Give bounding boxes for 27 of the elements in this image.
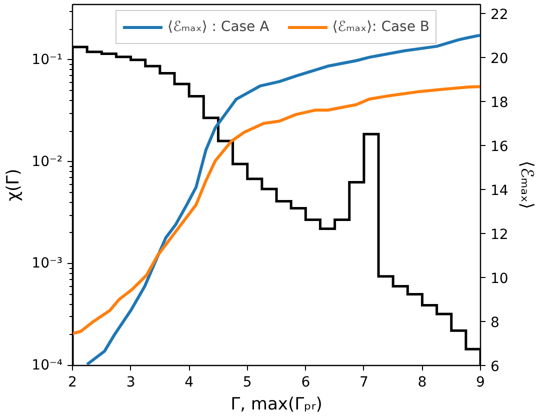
y-axis-title: χ(Γ) — [4, 168, 24, 202]
y2-tick-label: 20 — [490, 50, 508, 67]
y2-tick-label: 6 — [490, 359, 500, 375]
x-tick-label: 6 — [301, 374, 310, 390]
y-tick-label: 10⁻² — [32, 154, 63, 170]
x-tick-label: 9 — [476, 374, 485, 390]
y2-tick-label: 16 — [490, 138, 508, 155]
y2-tick-label: 22 — [490, 6, 508, 23]
y-tick-label: 10⁻¹ — [32, 52, 63, 68]
x-tick-label: 3 — [126, 374, 136, 390]
x-tick-label: 4 — [184, 374, 194, 390]
legend-label: ⟨ℰₘₐₓ⟩ : Case A — [167, 19, 270, 35]
x-tick-label: 7 — [359, 374, 368, 390]
y2-tick-label: 8 — [490, 314, 500, 331]
legend-label: ⟨ℰₘₐₓ⟩: Case B — [332, 19, 430, 35]
y2-axis-title: ⟨ℰₘₐₓ⟩ — [516, 160, 536, 210]
y-tick-label: 10⁻³ — [32, 256, 63, 272]
x-tick-label: 2 — [68, 374, 77, 390]
y2-tick-label: 12 — [490, 226, 508, 243]
x-tick-label: 5 — [242, 374, 252, 390]
x-tick-label: 8 — [418, 374, 427, 390]
y2-tick-label: 10 — [490, 270, 508, 287]
x-axis-title: Γ, max(Γₚᵣ) — [230, 394, 322, 414]
line-series — [72, 85, 480, 336]
y2-tick-label: 14 — [490, 182, 508, 199]
y2-tick-label: 18 — [490, 94, 508, 111]
y-tick-label: 10⁻⁴ — [32, 358, 63, 374]
